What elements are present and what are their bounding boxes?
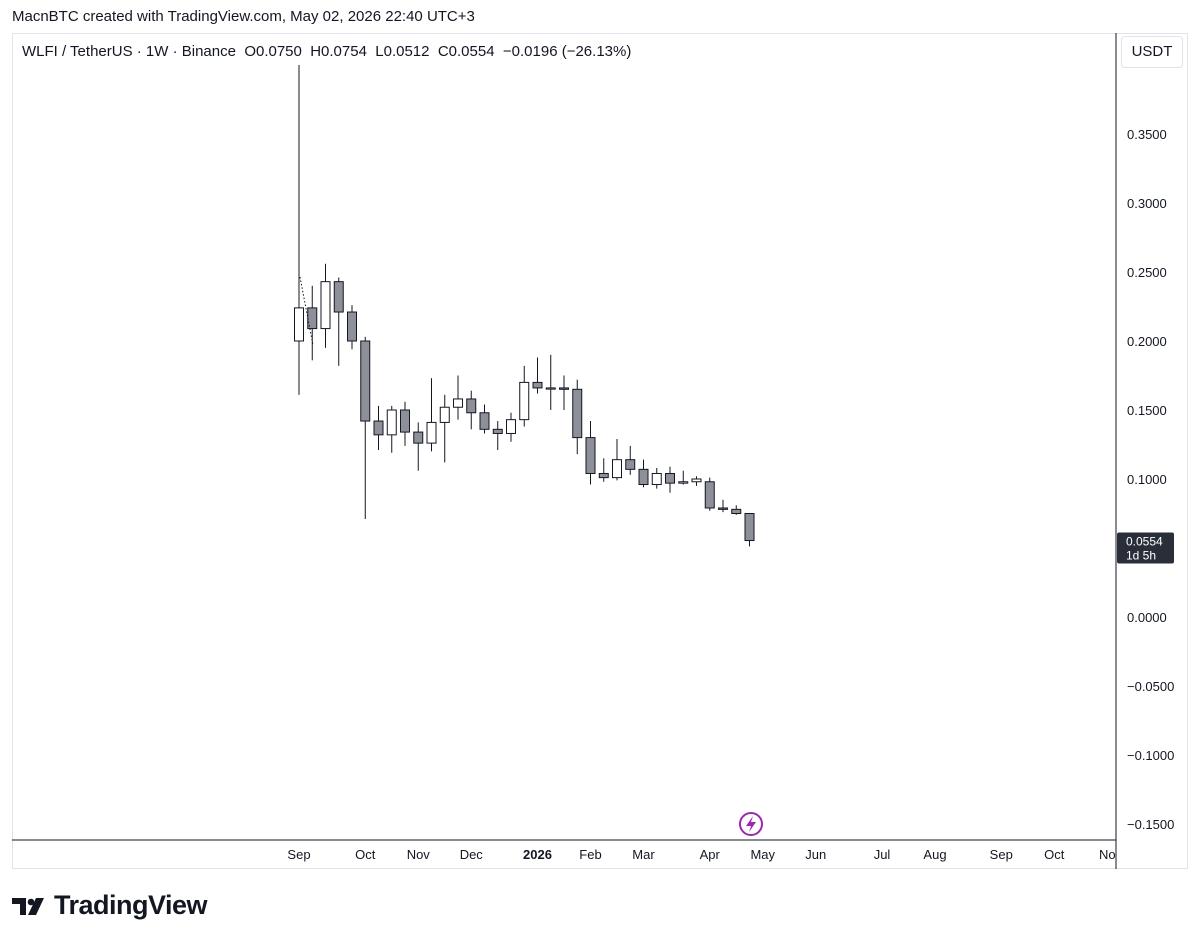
- x-tick-label: Aug: [923, 847, 946, 862]
- candle-down: [413, 431, 424, 444]
- candle-down: [638, 468, 649, 486]
- tradingview-logo-icon: [12, 897, 44, 915]
- chart-caption: MacnBTC created with TradingView.com, Ma…: [12, 8, 475, 25]
- event-lightning-icon[interactable]: [739, 812, 763, 836]
- candle-up: [651, 472, 662, 486]
- candle-down: [479, 412, 490, 430]
- candle-down: [559, 387, 569, 390]
- x-tick-label: Oct: [355, 847, 376, 862]
- candle-up: [294, 307, 304, 342]
- candle-down: [598, 472, 609, 479]
- candle-up: [612, 459, 622, 479]
- ohlc-open: O0.0750: [244, 43, 302, 60]
- x-tick-label: Nov: [407, 847, 431, 862]
- candle-down: [307, 307, 318, 330]
- x-tick-label: Feb: [579, 847, 601, 862]
- candle-down: [360, 340, 371, 422]
- candle-down: [585, 437, 596, 474]
- dotted-line: [299, 276, 314, 346]
- chart-frame: [12, 33, 1188, 869]
- candle-down: [731, 508, 742, 514]
- candle-up: [320, 281, 331, 330]
- candle-down: [347, 311, 357, 342]
- x-tick-label: Sep: [287, 847, 310, 862]
- symbol-info[interactable]: WLFI / TetherUS · 1W · Binance: [22, 43, 236, 60]
- y-tick-label: 0.3000: [1127, 196, 1167, 211]
- x-tick-label: Sep: [990, 847, 1013, 862]
- candles-series: [294, 65, 755, 547]
- candle-up: [453, 398, 463, 408]
- symbol-legend: WLFI / TetherUS · 1W · Binance O0.0750 H…: [22, 43, 631, 60]
- y-tick-label: 0.1000: [1127, 472, 1167, 487]
- x-tick-label: May: [750, 847, 775, 862]
- ohlc-low: L0.0512: [375, 43, 430, 60]
- x-tick-label: No: [1099, 847, 1116, 862]
- candle-down: [373, 420, 384, 436]
- candle-down: [466, 398, 477, 414]
- candle-down: [400, 409, 410, 433]
- candle-up: [439, 406, 450, 423]
- x-tick-label: Jun: [805, 847, 826, 862]
- y-tick-label: −0.1000: [1127, 748, 1174, 763]
- y-tick-label: 0.3500: [1127, 127, 1167, 142]
- y-tick-label: −0.1500: [1127, 817, 1174, 832]
- candle-down: [333, 281, 344, 313]
- price-axis[interactable]: 0.3500 0.3000 0.2500 0.2000 0.1500 0.1000 0.00…: [1127, 127, 1174, 832]
- x-tick-label: Mar: [632, 847, 655, 862]
- candle-up: [386, 409, 397, 436]
- last-price-label: 0.0554 1d 5h: [1117, 532, 1174, 564]
- candle-down: [532, 381, 543, 389]
- x-tick-label: Apr: [700, 847, 721, 862]
- time-axis[interactable]: Sep Oct Nov Dec 2026 Feb Mar Apr May Jun Jul Aug Sep…: [287, 847, 1115, 862]
- y-tick-label: −0.0500: [1127, 679, 1174, 694]
- candle-down: [704, 481, 715, 509]
- x-tick-label: Jul: [874, 847, 891, 862]
- bar-countdown: 1d 5h: [1126, 549, 1156, 563]
- x-tick-label: 2026: [523, 847, 552, 862]
- tradingview-wordmark: TradingView: [54, 890, 208, 920]
- last-price-tag: [1117, 532, 1174, 564]
- candle-up: [519, 381, 530, 421]
- candle-up: [678, 481, 689, 484]
- ohlc-high: H0.0754: [310, 43, 367, 60]
- ohlc-change: −0.0196 (−26.13%): [502, 43, 632, 60]
- candle-up: [545, 387, 556, 390]
- y-tick-label: 0.1500: [1127, 403, 1167, 418]
- y-tick-label: 0.2500: [1127, 265, 1167, 280]
- currency-button[interactable]: USDT: [1121, 36, 1183, 68]
- candle-down: [572, 388, 583, 439]
- candle-down: [665, 472, 675, 484]
- candle-down: [625, 459, 636, 470]
- candle-up: [426, 421, 437, 444]
- y-tick-label: 0.0000: [1127, 610, 1167, 625]
- ohlc-close: C0.0554: [437, 43, 495, 60]
- candle-down: [492, 428, 503, 434]
- y-tick-label: 0.2000: [1127, 334, 1167, 349]
- tradingview-logo[interactable]: TradingView: [12, 890, 208, 921]
- candle-up: [691, 478, 702, 483]
- x-tick-label: Oct: [1044, 847, 1065, 862]
- candle-down: [744, 513, 755, 542]
- last-price-value: 0.0554: [1126, 535, 1163, 549]
- x-tick-label: Dec: [460, 847, 484, 862]
- candle-up: [506, 419, 516, 434]
- candle-down: [718, 507, 728, 510]
